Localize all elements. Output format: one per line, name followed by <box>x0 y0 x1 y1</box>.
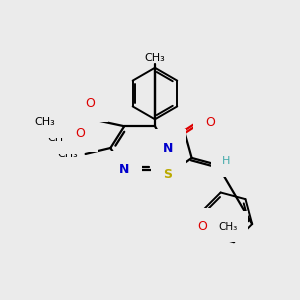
Text: CH₃: CH₃ <box>218 222 238 232</box>
Text: CH₃: CH₃ <box>34 117 56 127</box>
Text: H: H <box>220 157 229 167</box>
Text: CH₃: CH₃ <box>57 149 78 159</box>
Text: O: O <box>85 97 95 110</box>
Text: O: O <box>200 115 209 128</box>
Text: CH₃: CH₃ <box>210 223 229 232</box>
Text: CH₂: CH₂ <box>47 133 68 143</box>
Text: O: O <box>196 223 205 232</box>
Text: N: N <box>163 142 173 154</box>
Text: O: O <box>206 116 215 129</box>
Text: O: O <box>84 96 94 109</box>
Text: N: N <box>120 163 129 176</box>
Text: S: S <box>163 168 172 181</box>
Text: S: S <box>164 168 172 181</box>
Text: N: N <box>163 142 172 154</box>
Text: O: O <box>76 127 85 140</box>
Text: N: N <box>119 163 129 176</box>
Text: H: H <box>222 156 231 166</box>
Text: CH₃: CH₃ <box>34 117 56 127</box>
Text: O: O <box>74 128 84 141</box>
Text: CH₂: CH₂ <box>47 133 68 143</box>
Text: O: O <box>197 220 207 233</box>
Text: CH₃: CH₃ <box>145 53 165 63</box>
